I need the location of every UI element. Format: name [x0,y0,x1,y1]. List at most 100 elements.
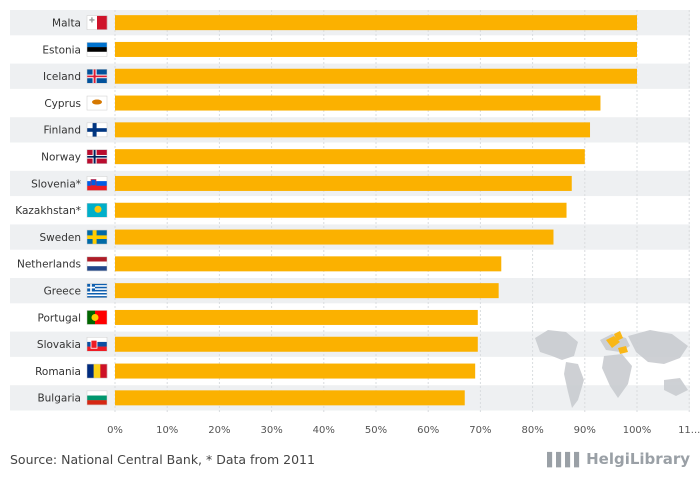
category-label: Slovakia [37,339,81,351]
flag-border [86,95,108,111]
flag-cross [87,235,107,240]
flag-portugal-icon [86,310,108,325]
category-label: Malta [52,17,81,29]
bar [115,95,601,111]
bar [115,149,585,165]
x-tick-label: 40% [313,425,335,436]
flag-cross-mark: ✚ [89,17,95,25]
flag-stripe [87,288,107,291]
bar [115,175,572,191]
flag-field [87,310,95,325]
flag-stripe [87,292,107,295]
flag-border [86,390,108,406]
x-tick-label: 80% [521,425,543,436]
flag-bulgaria-icon [86,390,108,406]
flag-stripe [87,296,107,298]
flag-border [86,310,108,325]
flag-finland-icon [86,122,108,138]
x-tick-label: 50% [365,425,387,436]
source-note: Source: National Central Bank, * Data fr… [10,452,315,467]
flag-stripe [87,15,98,30]
flag-cross [87,155,107,158]
bar [115,202,567,218]
flag-stripe [100,364,108,379]
flag-netherlands-icon [86,256,108,272]
brand-label: HelgiLibrary [586,450,690,468]
flag-stripe [87,185,107,191]
category-label: Bulgaria [37,393,81,405]
flag-stripe [87,261,107,267]
flag-kazakhstan-icon [86,203,108,218]
flag-stripe [87,176,107,182]
library-icon: ▌▌▌▌ [547,453,584,468]
flag-stripe [87,390,107,396]
flag-stripe [87,285,107,287]
bar [115,229,554,245]
flag-border [86,149,108,164]
flag-stripe [87,47,107,52]
flag-emblem [91,313,99,321]
flag-malta-icon: ✚ [86,15,108,30]
x-tick-label: 10% [156,425,178,436]
category-label: Greece [44,285,81,297]
flag-emblem [94,205,102,213]
category-label: Estonia [42,44,81,56]
category-label: Iceland [43,71,81,83]
x-tick-label: 0% [107,425,123,436]
flag-stripe [87,337,107,343]
flag-romania-icon [86,363,108,379]
flag-border [86,363,108,379]
flag-emblem [90,339,98,349]
flag-border [86,176,108,191]
flag-stripe [87,266,107,272]
bar [115,256,502,272]
bar [115,336,478,352]
x-tick-label: 100% [623,425,652,436]
bar [115,15,637,31]
flag-stripe [87,289,107,292]
flag-stripe [97,15,108,30]
x-tick-label: 70% [469,425,491,436]
flag-cross [87,286,95,289]
flag-stripe [87,291,107,294]
flag-iceland-icon [86,69,108,84]
flag-norway-icon [86,149,108,164]
flag-cross [87,128,107,132]
bar [115,363,476,379]
x-tick-label: 30% [260,425,282,436]
category-labels: Malta Estonia Iceland Cyprus Finland Norway Sl… [15,17,81,404]
world-map-icon [535,330,688,408]
flag-slovenia-icon [86,176,108,191]
x-tick-label: 60% [417,425,439,436]
brand-logo[interactable]: ▌▌▌▌ HelgiLibrary [547,450,690,468]
flag-stripe [87,283,107,286]
flag-stripe [87,395,107,401]
x-tick-label: 11... [678,425,700,436]
flag-border [86,122,108,138]
bar [115,68,637,84]
flag-border [86,283,108,298]
flag-slovakia-icon [86,337,108,352]
flag-stripe [87,42,107,48]
flag-stripe [87,181,107,186]
flag-border [86,15,108,30]
bar [115,309,478,325]
category-label: Sweden [40,232,82,244]
flag-emblem [92,99,102,105]
flag-stripe [87,286,107,289]
bar [115,122,591,138]
category-label: Finland [43,125,81,137]
flag-cyprus-icon [86,95,108,111]
category-label: Cyprus [44,98,81,110]
flag-stripe [87,364,94,379]
flag-border [86,203,108,218]
flag-greece-icon [86,283,108,298]
category-label: Netherlands [17,259,81,271]
flag-border [86,229,108,245]
category-label: Kazakhstan* [15,205,81,217]
flag-emblem [90,179,97,186]
category-label: Norway [41,151,81,163]
flag-field [95,310,107,325]
flag-stripe [87,294,107,297]
flag-estonia-icon [86,42,108,57]
